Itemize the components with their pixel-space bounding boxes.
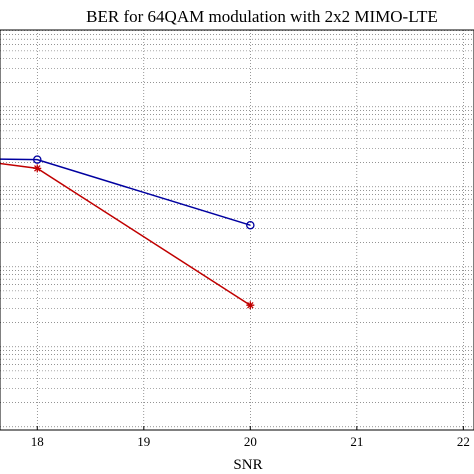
plot-area-border	[0, 29, 474, 431]
grid	[0, 30, 474, 430]
series-line-1	[0, 158, 251, 226]
series-layer	[0, 155, 255, 310]
series-2-point	[246, 301, 255, 310]
series-2-point	[33, 164, 42, 173]
series-1-point	[33, 155, 42, 164]
x-tick-label: 21	[350, 434, 363, 449]
x-tick-label: 22	[457, 434, 470, 449]
x-tick-label: 18	[31, 434, 44, 449]
x-axis-label: SNR	[233, 457, 262, 473]
chart-title: BER for 64QAM modulation with 2x2 MIMO-L…	[86, 7, 438, 26]
x-tick-label: 20	[244, 434, 257, 449]
x-tick-label: 19	[137, 434, 150, 449]
x-ticks: 18 19 20 21 22	[31, 426, 470, 449]
series-1-point	[246, 220, 255, 230]
